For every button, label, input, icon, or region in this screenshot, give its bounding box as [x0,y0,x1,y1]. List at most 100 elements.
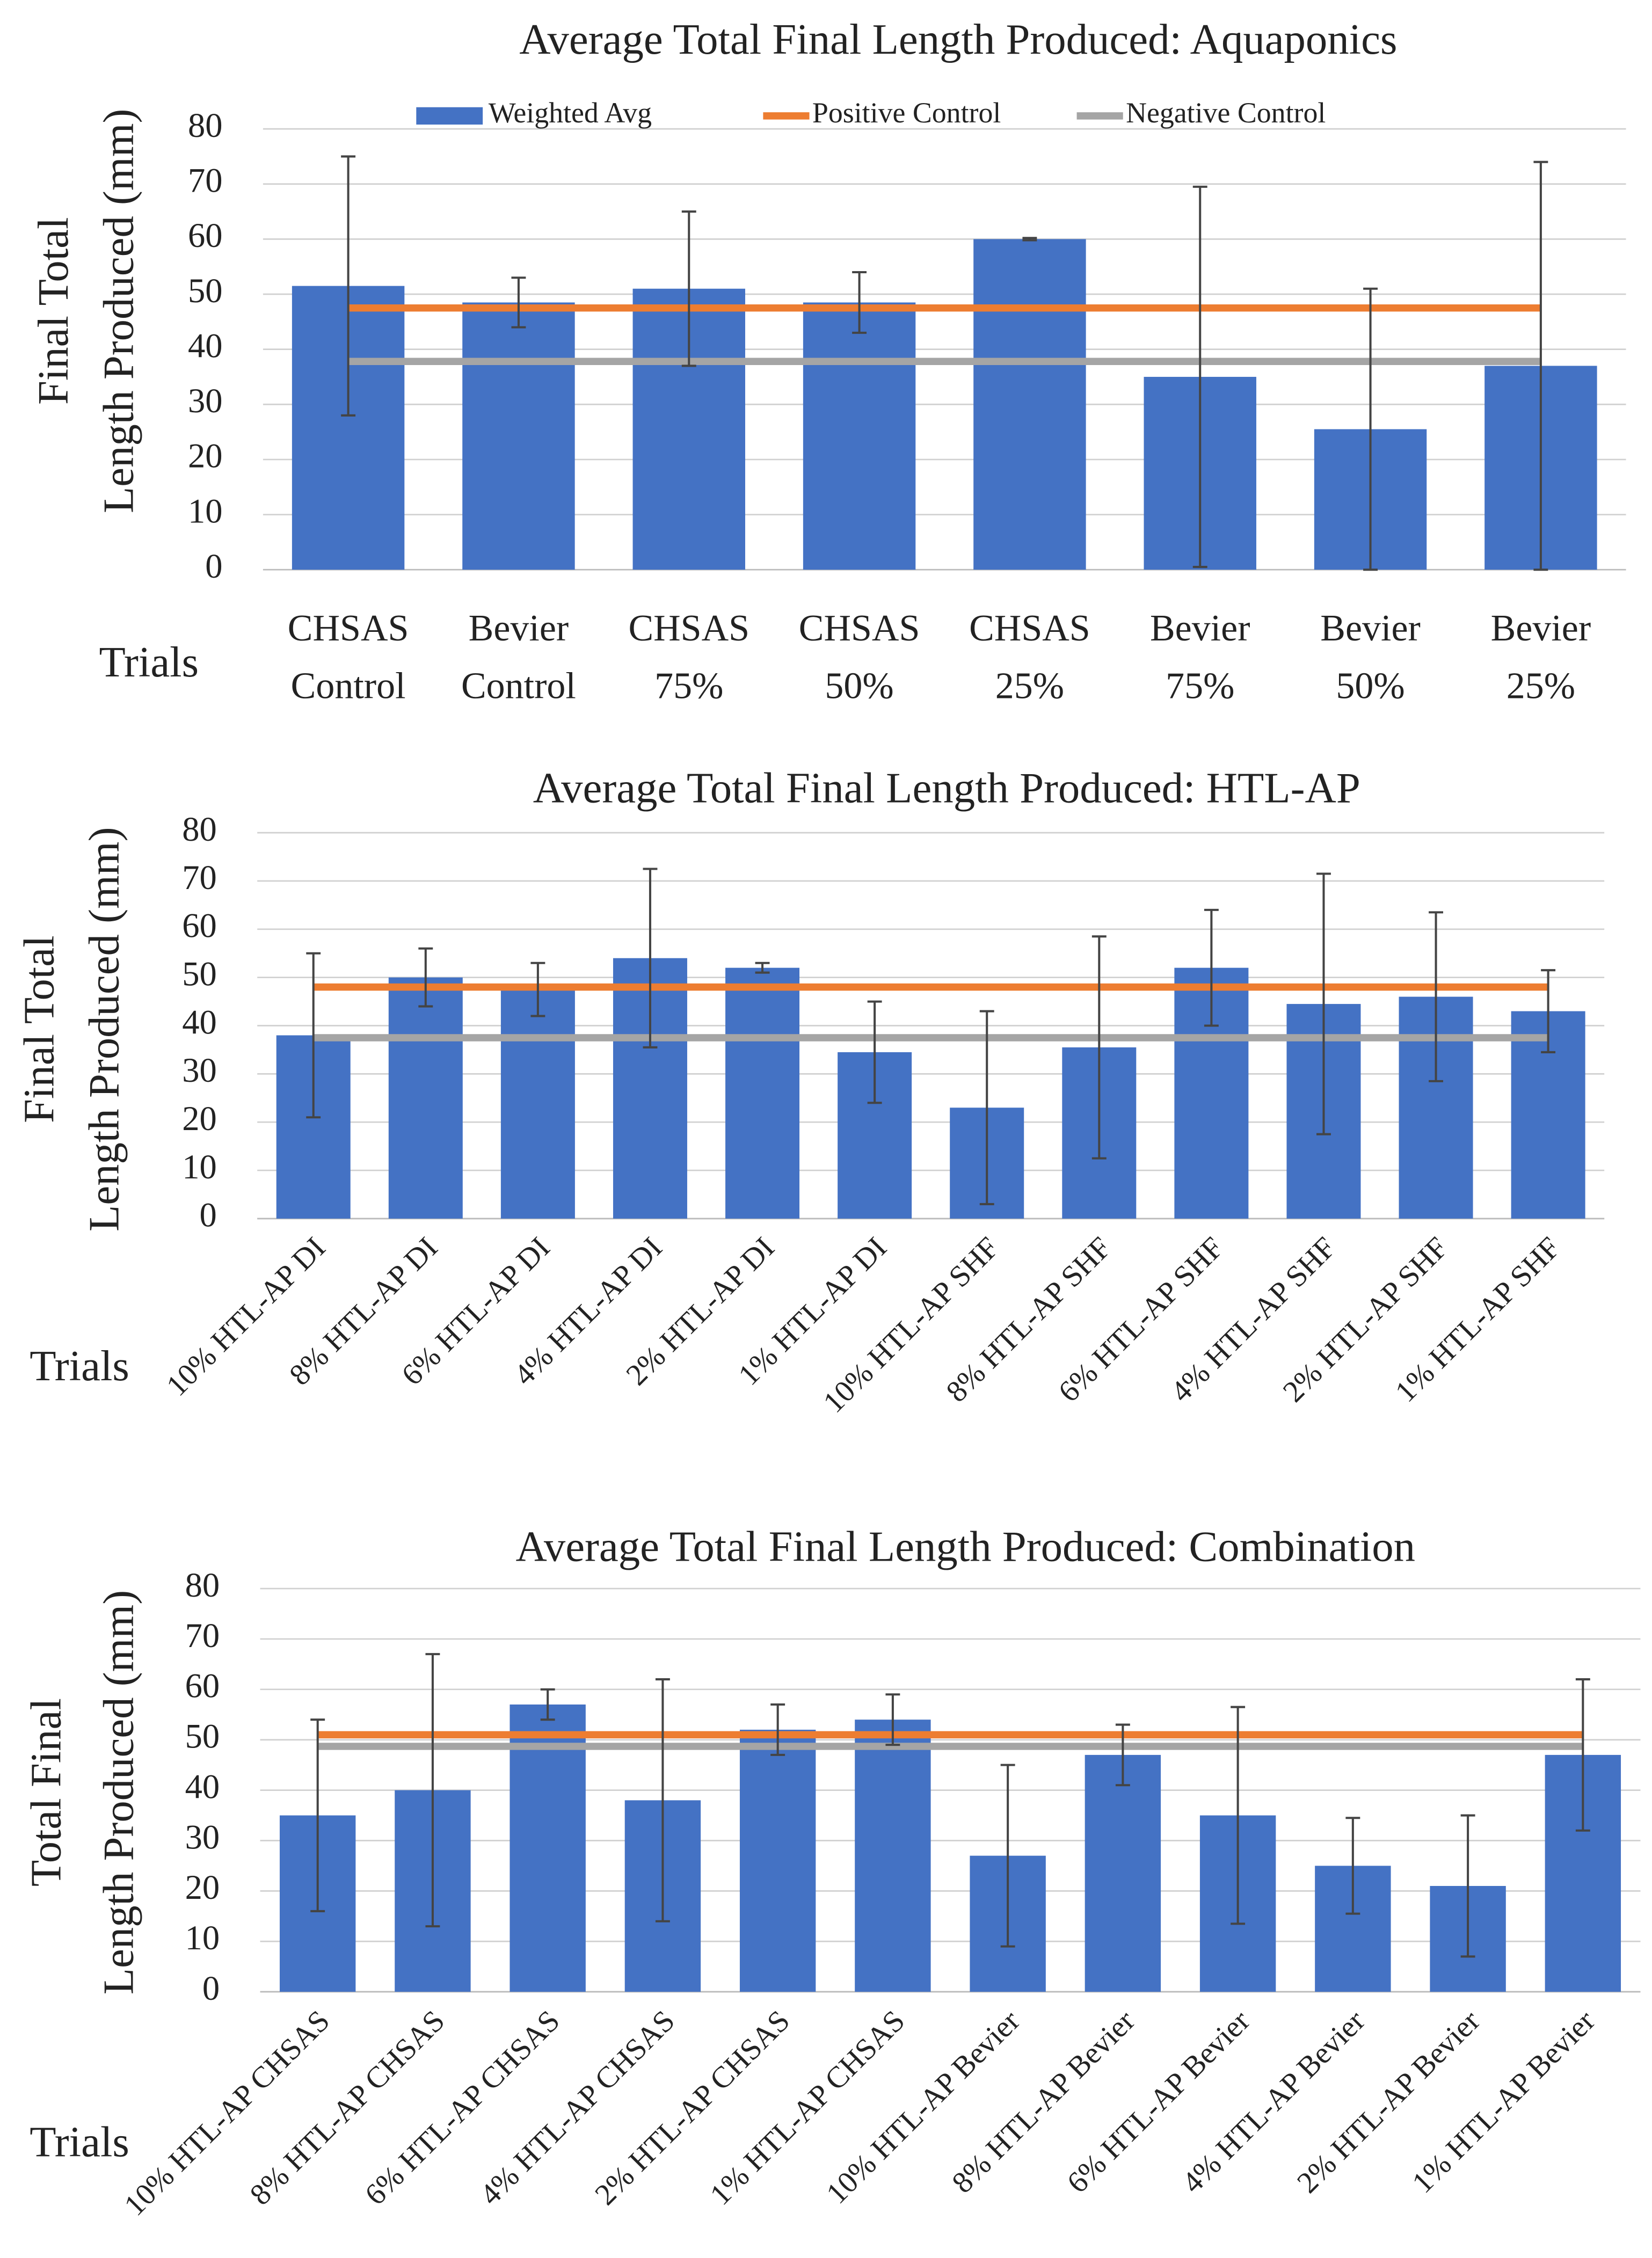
x-axis-label: Trials [99,638,199,686]
x-tick-label: 75% [1166,666,1234,707]
y-tick-label: 0 [200,1196,217,1234]
x-tick-label: 10% HTL-AP Bevier [820,2004,1026,2210]
error-bar [1345,1817,1360,1915]
x-tick-label: Bevier [1150,608,1250,649]
y-axis-label: Final Total [15,935,63,1123]
error-bar [1575,1678,1590,1832]
y-tick-label: 10 [182,1147,217,1186]
chart-title: Average Total Final Length Produced: Com… [516,1523,1416,1571]
x-axis-label: Trials [30,2118,129,2166]
x-tick-label: 50% [1336,666,1404,707]
y-tick-label: 30 [185,1817,220,1856]
legend-label: Negative Control [1126,97,1326,129]
x-tick-label: CHSAS [969,608,1090,649]
error-bar [1429,911,1444,1082]
bar [739,1729,816,1992]
x-tick-label: 25% [995,666,1064,707]
bar [725,967,800,1219]
x-tick-label: 10% HTL-AP CHSAS [118,2004,336,2222]
y-axis-label: Total Final [23,1698,70,1886]
x-tick-label: Bevier [469,608,569,649]
bar [388,977,463,1219]
y-tick-label: 80 [185,1565,220,1604]
error-bar [418,947,433,1008]
y-tick-label: 50 [185,1717,220,1756]
y-tick-label: 20 [182,1099,217,1138]
y-tick-label: 70 [182,858,217,897]
x-tick-label: Control [291,666,406,707]
error-bar [1204,908,1219,1027]
x-tick-label: 75% [654,666,723,707]
y-axis-label: Length Produced (mm) [94,109,142,513]
y-tick-label: 40 [185,1767,220,1805]
error-bar [755,962,770,974]
y-tick-label: 50 [188,271,223,310]
error-bar [852,271,867,334]
y-axis-label: Length Produced (mm) [80,827,128,1232]
error-bar [425,1653,440,1928]
error-bar [1316,872,1331,1135]
y-axis-label: Final Total [30,217,77,405]
error-bar [1231,1706,1246,1925]
error-bar [341,155,356,417]
error-bar [1460,1814,1475,1958]
y-tick-label: 30 [182,1051,217,1089]
x-tick-label: Bevier [1491,608,1591,649]
y-tick-label: 10 [188,491,223,530]
x-axis-label: Trials [30,1342,129,1390]
error-bar [979,1010,994,1205]
legend-label: Positive Control [812,97,1001,129]
y-tick-label: 70 [188,161,223,200]
error-bar [885,1693,900,1746]
error-bar [655,1678,670,1922]
y-tick-label: 0 [202,1969,220,2007]
x-tick-label: 50% [825,666,893,707]
y-tick-label: 50 [182,955,217,993]
x-tick-label: 8% HTL-AP CHSAS [244,2004,452,2212]
y-axis-label: Length Produced (mm) [94,1590,142,1994]
error-bar [770,1703,785,1756]
x-tick-label: 2% HTL-AP CHSAS [589,2004,797,2212]
x-tick-label: CHSAS [628,608,749,649]
bar [855,1720,931,1992]
error-bar [511,276,526,329]
x-tick-label: CHSAS [799,608,920,649]
x-tick-label: CHSAS [288,608,409,649]
y-tick-label: 10 [185,1918,220,1957]
error-bar [1192,185,1207,569]
x-tick-label: Control [461,666,576,707]
error-bar [310,1718,325,1912]
y-tick-label: 0 [205,547,222,585]
bar [462,302,575,570]
y-tick-label: 60 [182,906,217,945]
error-bar [643,868,658,1048]
error-bar [681,210,696,367]
error-bar [1363,287,1378,571]
x-tick-label: 1% HTL-AP CHSAS [704,2004,912,2212]
error-bar [306,952,321,1119]
y-tick-label: 60 [185,1666,220,1705]
y-tick-label: 60 [188,216,223,254]
y-tick-label: 40 [188,326,223,365]
error-bar [1533,161,1548,571]
x-tick-label: 4% HTL-AP CHSAS [474,2004,681,2212]
y-tick-label: 20 [185,1868,220,1906]
error-bar [1022,237,1037,242]
x-tick-label: Bevier [1320,608,1421,649]
bar [803,302,916,570]
bar [510,1705,586,1992]
error-bar [1115,1723,1130,1787]
chart-title: Average Total Final Length Produced: HTL… [533,764,1360,812]
error-bar [867,1000,882,1104]
error-bar [1000,1764,1015,1948]
y-tick-label: 40 [182,1002,217,1041]
bar [500,989,575,1219]
legend-label: Weighted Avg [489,97,652,129]
y-tick-label: 80 [182,810,217,848]
error-bar [1091,935,1107,1160]
chart-title: Average Total Final Length Produced: Aqu… [519,16,1397,63]
bar [973,239,1086,570]
x-tick-label: 25% [1507,666,1575,707]
error-bar [1541,969,1556,1053]
